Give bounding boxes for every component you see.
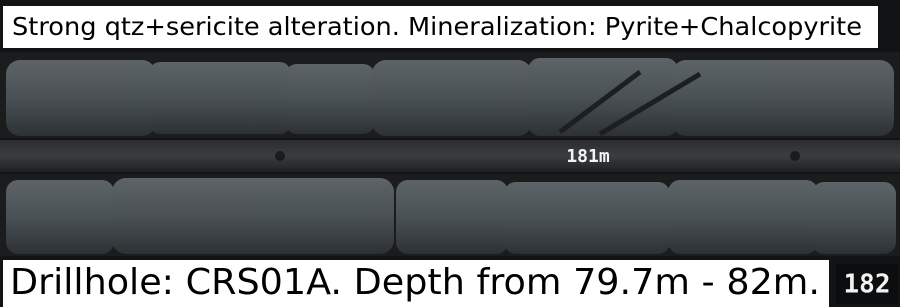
box-marker: 182 (844, 270, 891, 300)
core-row-upper (0, 52, 900, 138)
page: {"top_caption": "Strong qtz+sericite alt… (0, 0, 900, 307)
depth-marker: 181m (566, 146, 610, 167)
top-caption: Strong qtz+sericite alteration. Minerali… (12, 12, 862, 41)
tray-divider: 181m (0, 140, 900, 172)
core-photo: 181m Strong qtz+sericite alteration. Min… (0, 0, 900, 307)
core-row-lower (0, 174, 900, 256)
bottom-caption: Drillhole: CRS01A. Depth from 79.7m - 82… (10, 262, 820, 303)
